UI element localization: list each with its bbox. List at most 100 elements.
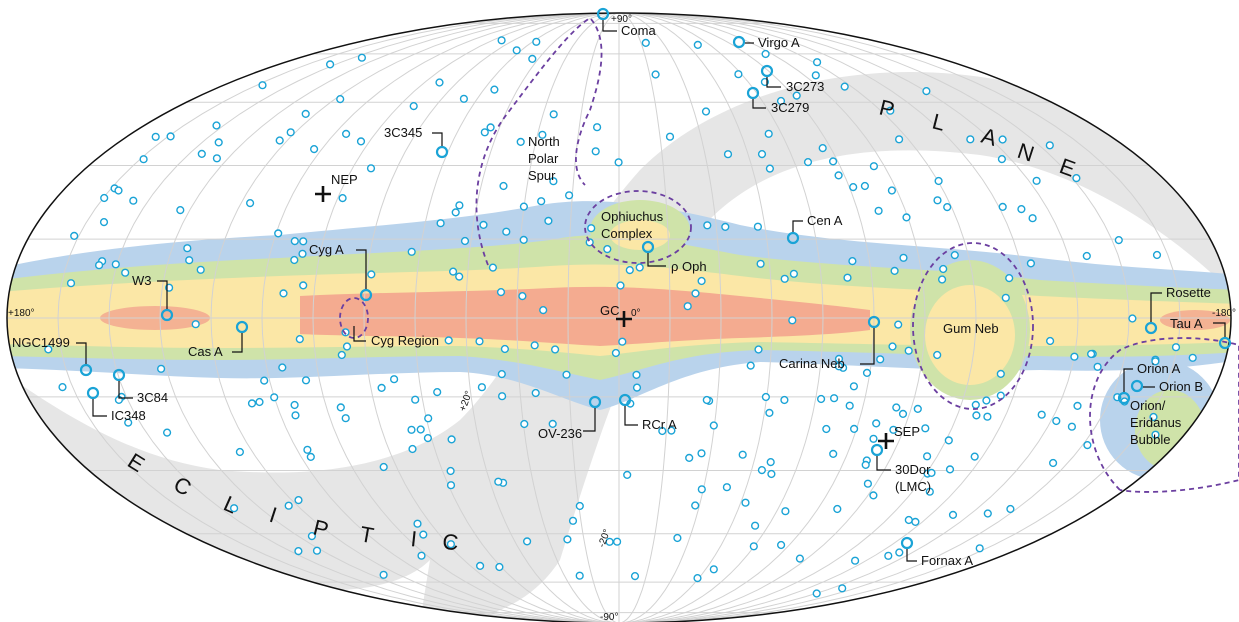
source-point — [812, 58, 822, 67]
source-point — [673, 533, 682, 543]
source-point — [575, 571, 584, 580]
source-point — [975, 544, 984, 553]
source-point — [749, 542, 758, 551]
source-point — [357, 53, 367, 62]
source-point — [822, 424, 831, 434]
source-point — [1052, 416, 1061, 426]
source-point — [902, 213, 911, 222]
source-point — [66, 279, 76, 288]
source-point — [366, 164, 376, 173]
source-point — [869, 434, 878, 443]
source-cen-a: Cen A — [786, 213, 843, 245]
source-point — [455, 201, 464, 210]
source-point — [892, 403, 901, 412]
source-point — [260, 376, 269, 385]
source-point — [537, 197, 546, 206]
source-rho-oph: ρ Oph — [641, 240, 707, 274]
source-point — [874, 206, 883, 215]
source-point — [151, 132, 160, 141]
source-point — [753, 222, 763, 231]
source-point — [611, 348, 621, 358]
source-point — [667, 426, 676, 435]
source-point — [829, 394, 839, 403]
source-point — [531, 388, 540, 398]
source-point — [475, 337, 484, 346]
source-point — [342, 342, 352, 351]
source-point — [214, 138, 223, 147]
source-point — [436, 219, 445, 228]
source-point — [761, 392, 771, 402]
source-rcr-a: RCr A — [618, 393, 677, 432]
svg-text:T: T — [358, 521, 378, 548]
source-point — [307, 531, 317, 541]
source-point — [447, 435, 456, 444]
source-point — [575, 501, 584, 511]
svg-text:3C279: 3C279 — [771, 100, 809, 115]
source-point — [310, 145, 319, 154]
source-point — [1017, 205, 1026, 214]
source-point — [945, 465, 955, 474]
source-point — [550, 345, 560, 354]
source-point — [258, 81, 267, 90]
source-point — [486, 123, 495, 132]
source-point — [299, 237, 308, 246]
source-point — [446, 540, 456, 549]
source-point — [889, 425, 898, 434]
source-point — [336, 94, 345, 104]
source-point — [863, 479, 873, 488]
source-point — [479, 220, 488, 230]
orion-bubble-outline — [1089, 337, 1239, 493]
svg-text:(LMC): (LMC) — [895, 479, 931, 494]
source-point — [746, 361, 755, 370]
source-point — [446, 466, 455, 476]
svg-text:Orion B: Orion B — [1159, 379, 1203, 394]
source-point — [1149, 412, 1158, 422]
source-point — [849, 382, 859, 391]
source-coma: Coma — [596, 7, 656, 38]
source-point — [840, 82, 849, 91]
coordinate-grid — [7, 12, 1231, 622]
source-point — [848, 257, 857, 266]
svg-text:3C84: 3C84 — [137, 390, 168, 405]
source-point — [411, 395, 420, 404]
source-point — [709, 565, 718, 574]
source-cyg-a: Cyg A — [309, 242, 373, 302]
source-point — [616, 281, 625, 290]
source-point — [336, 403, 345, 412]
north-polar-spur-outline — [475, 16, 603, 266]
svg-text:Cyg Region: Cyg Region — [371, 333, 439, 348]
source-point — [658, 426, 667, 436]
source-point — [788, 316, 797, 325]
source-point — [767, 469, 776, 479]
source-point — [850, 556, 860, 565]
source-point — [495, 562, 504, 572]
source-point — [887, 186, 897, 195]
source-orion-a: Orion A — [1117, 361, 1181, 405]
source-point — [1151, 430, 1160, 439]
svg-text:ρ Oph: ρ Oph — [671, 259, 707, 274]
source-fornax-a: Fornax A — [900, 536, 973, 568]
source-point — [757, 150, 767, 159]
svg-text:RCr A: RCr A — [642, 417, 677, 432]
source-point — [765, 164, 775, 173]
source-point — [685, 453, 694, 463]
source-point — [433, 388, 442, 397]
svg-text:30Dor: 30Dor — [895, 462, 931, 477]
source-point — [651, 70, 660, 79]
source-rosette: Rosette — [1144, 285, 1211, 335]
source-point — [828, 157, 838, 166]
source-point — [860, 181, 870, 191]
source-point — [618, 337, 627, 346]
source-point — [592, 123, 602, 132]
source-point — [603, 245, 612, 254]
source-point — [765, 408, 774, 418]
source-point — [1048, 458, 1058, 468]
source-point — [338, 194, 347, 203]
source-point — [291, 411, 300, 420]
svg-text:L: L — [930, 109, 950, 137]
source-ov-236: OV-236 — [538, 395, 602, 441]
source-point — [284, 501, 293, 510]
sep-marker: SEP — [878, 424, 920, 449]
source-point — [816, 394, 826, 404]
source-point — [520, 419, 529, 429]
